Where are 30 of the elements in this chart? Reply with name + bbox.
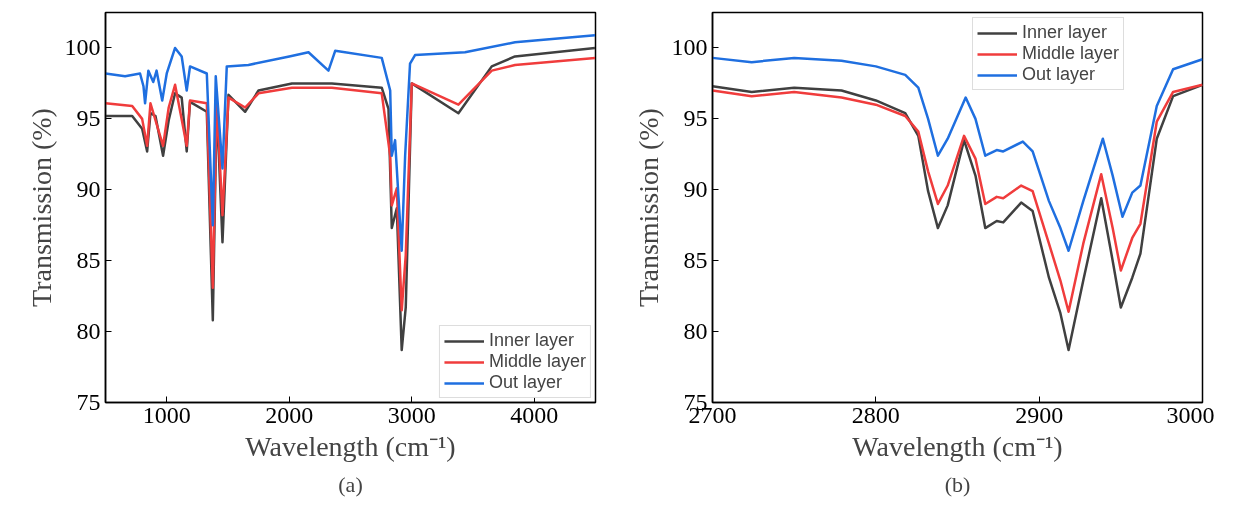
y-tick-label: 80	[76, 318, 101, 345]
legend-label: Out layer	[1022, 64, 1096, 85]
y-tick-label: 90	[683, 176, 708, 203]
x-tick-label: 2900	[1015, 401, 1064, 428]
x-tick-label: 1000	[142, 401, 191, 428]
text: (a)	[338, 471, 363, 497]
x-axis-title: Wavelength (cm⁻¹)	[245, 430, 456, 462]
x-tick-label: 3000	[1166, 401, 1215, 428]
legend-label: Middle layer	[1022, 43, 1120, 64]
x-tick-label: 3000	[387, 401, 436, 428]
legend-label: Inner layer	[488, 330, 574, 351]
x-tick-label: 2800	[851, 401, 900, 428]
y-tick-label: 100	[671, 34, 708, 61]
legend-label: Middle layer	[488, 351, 586, 372]
y-tick-label: 95	[683, 105, 708, 132]
legend-label: Out layer	[488, 372, 562, 393]
y-axis-title: Transmission (%)	[632, 108, 664, 307]
y-tick-label: 75	[76, 389, 101, 415]
legend-label: Inner layer	[1022, 22, 1108, 43]
y-tick-label: 85	[683, 247, 708, 274]
x-tick-label: 2000	[265, 401, 314, 428]
y-tick-label: 95	[76, 105, 101, 132]
y-tick-label: 100	[64, 34, 101, 61]
x-axis-title: Wavelength (cm⁻¹)	[852, 430, 1063, 462]
y-tick-label: 90	[76, 176, 101, 203]
y-axis-title: Transmission (%)	[25, 108, 57, 307]
y-tick-label: 85	[76, 247, 101, 274]
text: (b)	[944, 471, 971, 497]
x-tick-label: 4000	[510, 401, 559, 428]
y-tick-label: 80	[683, 318, 708, 345]
